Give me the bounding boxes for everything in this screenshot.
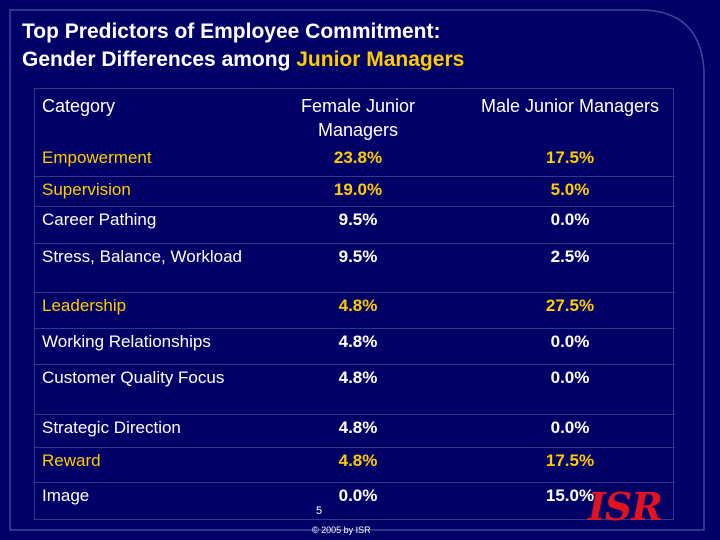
row-divider bbox=[35, 292, 675, 293]
slide-title: Top Predictors of Employee Commitment: G… bbox=[22, 18, 682, 74]
row-divider bbox=[35, 176, 675, 177]
row-male-value: 0.0% bbox=[550, 368, 590, 387]
table-row: Working Relationships 4.8% 0.0% bbox=[35, 331, 675, 365]
row-female-value: 4.8% bbox=[338, 332, 378, 351]
row-female-value: 4.8% bbox=[338, 418, 378, 437]
row-female-value: 23.8% bbox=[333, 148, 383, 167]
row-category: Strategic Direction bbox=[42, 418, 181, 437]
row-male-value: 17.5% bbox=[545, 148, 595, 167]
isr-logo: ISR bbox=[588, 484, 663, 529]
table-row: Customer Quality Focus 4.8% 0.0% bbox=[35, 367, 675, 415]
row-female-value: 0.0% bbox=[338, 486, 378, 505]
row-category: Reward bbox=[42, 451, 101, 470]
row-category: Career Pathing bbox=[42, 210, 157, 229]
row-male-value: 17.5% bbox=[545, 451, 595, 470]
row-category: Working Relationships bbox=[42, 332, 211, 351]
predictor-table: Category Female Junior Managers Male Jun… bbox=[34, 88, 675, 520]
row-category: Leadership bbox=[42, 296, 127, 315]
title-line-2-prefix: Gender Differences among bbox=[22, 48, 297, 71]
header-male: Male Junior Managers bbox=[480, 96, 660, 116]
row-female-value: 9.5% bbox=[338, 210, 378, 229]
row-male-value: 0.0% bbox=[550, 418, 590, 437]
row-divider bbox=[35, 447, 675, 448]
row-female-value: 4.8% bbox=[338, 296, 378, 315]
table-row: Empowerment 23.8% 17.5% bbox=[35, 147, 675, 177]
row-male-value: 27.5% bbox=[545, 296, 595, 315]
row-divider bbox=[35, 206, 675, 207]
title-line-2: Gender Differences among Junior Managers bbox=[22, 46, 682, 74]
table-row: Strategic Direction 4.8% 0.0% bbox=[35, 417, 675, 449]
row-divider bbox=[35, 328, 675, 329]
table-header-row: Category Female Junior Managers Male Jun… bbox=[35, 94, 675, 144]
header-female: Female Junior Managers bbox=[300, 96, 416, 140]
table-row: Image 0.0% 15.0% bbox=[35, 485, 675, 525]
copyright-notice: © 2005 by ISR bbox=[312, 525, 371, 535]
row-divider bbox=[35, 243, 675, 244]
row-category: Stress, Balance, Workload bbox=[42, 247, 242, 266]
row-male-value: 2.5% bbox=[550, 247, 590, 266]
row-male-value: 0.0% bbox=[550, 210, 590, 229]
row-category: Customer Quality Focus bbox=[42, 368, 225, 387]
row-male-value: 15.0% bbox=[545, 486, 595, 505]
row-female-value: 19.0% bbox=[333, 180, 383, 199]
table-row: Career Pathing 9.5% 0.0% bbox=[35, 209, 675, 243]
title-line-1: Top Predictors of Employee Commitment: bbox=[22, 20, 441, 43]
table-row: Supervision 19.0% 5.0% bbox=[35, 179, 675, 209]
row-female-value: 4.8% bbox=[338, 451, 378, 470]
row-divider bbox=[35, 364, 675, 365]
row-category: Supervision bbox=[42, 180, 131, 199]
row-male-value: 5.0% bbox=[550, 180, 590, 199]
table-row: Reward 4.8% 17.5% bbox=[35, 450, 675, 484]
title-line-2-highlight: Junior Managers bbox=[296, 48, 465, 71]
row-category: Image bbox=[42, 486, 90, 505]
row-female-value: 9.5% bbox=[338, 247, 378, 266]
table-row: Leadership 4.8% 27.5% bbox=[35, 295, 675, 329]
row-category: Empowerment bbox=[42, 148, 152, 167]
table-row: Stress, Balance, Workload 9.5% 2.5% bbox=[35, 246, 675, 292]
row-male-value: 0.0% bbox=[550, 332, 590, 351]
row-female-value: 4.8% bbox=[338, 368, 378, 387]
row-divider bbox=[35, 482, 675, 483]
row-divider bbox=[35, 414, 675, 415]
header-category: Category bbox=[42, 96, 116, 116]
page-number: 5 bbox=[316, 505, 323, 517]
